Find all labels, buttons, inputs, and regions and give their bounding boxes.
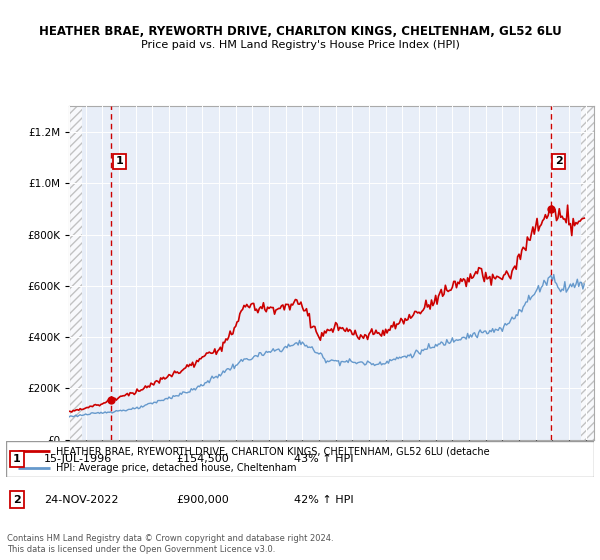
Text: 15-JUL-1996: 15-JUL-1996 [44,454,112,464]
Text: HEATHER BRAE, RYEWORTH DRIVE, CHARLTON KINGS, CHELTENHAM, GL52 6LU (detache: HEATHER BRAE, RYEWORTH DRIVE, CHARLTON K… [56,446,490,456]
FancyBboxPatch shape [6,441,594,477]
Text: 24-NOV-2022: 24-NOV-2022 [44,494,119,505]
Bar [581,106,594,440]
Text: £900,000: £900,000 [176,494,229,505]
Text: Price paid vs. HM Land Registry's House Price Index (HPI): Price paid vs. HM Land Registry's House … [140,40,460,50]
Text: 43% ↑ HPI: 43% ↑ HPI [294,454,353,464]
Text: 2: 2 [555,156,563,166]
Text: 2: 2 [13,494,21,505]
Text: 1: 1 [115,156,123,166]
Text: Contains HM Land Registry data © Crown copyright and database right 2024.
This d: Contains HM Land Registry data © Crown c… [7,534,334,554]
Text: HEATHER BRAE, RYEWORTH DRIVE, CHARLTON KINGS, CHELTENHAM, GL52 6LU: HEATHER BRAE, RYEWORTH DRIVE, CHARLTON K… [38,25,562,38]
Text: HPI: Average price, detached house, Cheltenham: HPI: Average price, detached house, Chel… [56,463,296,473]
Text: 1: 1 [13,454,21,464]
Text: 42% ↑ HPI: 42% ↑ HPI [294,494,354,505]
Bar [69,106,82,440]
Text: £154,500: £154,500 [176,454,229,464]
